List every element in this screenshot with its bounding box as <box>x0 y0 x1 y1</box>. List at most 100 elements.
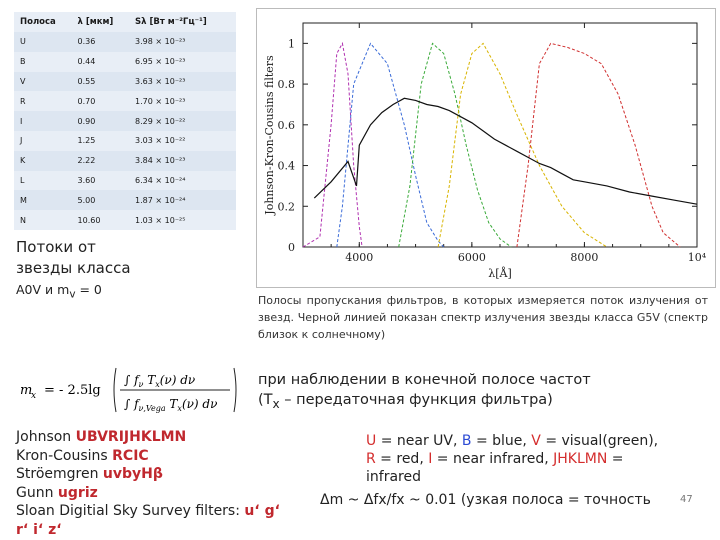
table-row: I 0.90 8.29 × 10⁻²² <box>14 111 236 131</box>
cell-band: N <box>20 215 26 225</box>
system-label: Gunn <box>16 484 58 501</box>
cell-flux: 3.63 × 10⁻²³ <box>129 71 236 92</box>
table-row: B 0.44 6.95 × 10⁻²³ <box>14 52 236 72</box>
magnitude-formula: m x = - 2.5lg ∫ fν Tx(ν) dν ∫ fν,Vega Tx… <box>20 362 242 418</box>
y-tick-label: 1 <box>288 37 295 50</box>
cell-flux: 1.03 × 10⁻²⁵ <box>135 215 186 225</box>
x-tick-label: 10⁴ <box>688 251 707 264</box>
system-row-stroemgren: Ströemgren uvbyHβ <box>16 465 280 484</box>
formula-numerator: ∫ fν Tx(ν) dν <box>124 373 195 389</box>
cell-flux: 6.95 × 10⁻²³ <box>135 57 186 67</box>
table-row: V 0.55 3.63 × 10⁻²³ <box>14 71 236 92</box>
formula-m: m <box>20 383 32 398</box>
cell-wavelength: 3.60 <box>77 175 96 185</box>
caption-line-3: A0V и mv = 0 <box>16 279 131 306</box>
table-body: U 0.36 3.98 × 10⁻²³ B 0.44 6.95 × 10⁻²³ V 0.55 3… <box>14 32 236 230</box>
cell-wavelength: 2.22 <box>71 150 130 171</box>
x-tick-label: 4000 <box>345 251 373 264</box>
header-wavelength: λ [мкм] <box>77 17 114 27</box>
system-row-sloan: Sloan Digitial Sky Survey filters: u‘ g‘ <box>16 502 280 521</box>
table-row: N 10.60 1.03 × 10⁻²⁵ <box>14 210 236 230</box>
cell-flux: 3.84 × 10⁻²³ <box>129 150 236 171</box>
observation-line-2: (Tx – передаточная функция фильтра) <box>258 390 708 414</box>
header-band: Полоса <box>20 17 56 27</box>
cell-band: M <box>14 190 72 211</box>
formula-den-rest: (ν) dν <box>182 397 217 411</box>
caption-line-3-text: A0V и m <box>16 282 70 297</box>
band-legend: U = near UV, B = blue, V = visual(green)… <box>366 432 666 486</box>
table-row: J 1.25 3.03 × 10⁻²² <box>14 131 236 151</box>
legend-r: R <box>366 451 376 467</box>
y-tick-label: 0.4 <box>278 160 296 173</box>
table-row: L 3.60 6.34 × 10⁻²⁴ <box>14 171 236 191</box>
y-tick-label: 0.2 <box>278 200 296 213</box>
formula-den-tx-sub: x <box>177 404 182 413</box>
series-line <box>313 97 698 205</box>
legend-i: I <box>428 451 433 467</box>
cell-band: K <box>14 150 72 171</box>
x-axis-label: λ[Å] <box>488 266 512 280</box>
series-line <box>437 42 608 248</box>
cell-wavelength: 0.55 <box>71 71 130 92</box>
cell-flux: 8.29 × 10⁻²² <box>129 111 236 131</box>
cell-wavelength: 10.60 <box>77 215 101 225</box>
formula-den-fv: ∫ f <box>124 397 141 411</box>
cell-band: L <box>20 175 25 185</box>
legend-u-text: = near UV, <box>376 433 462 449</box>
plot-frame <box>302 22 698 248</box>
page-number: 47 <box>680 494 693 505</box>
table-caption: Потоки от звезды класса A0V и mv = 0 <box>16 237 131 306</box>
series-line <box>398 42 512 248</box>
cell-band: I <box>14 111 72 131</box>
cell-wavelength: 1.25 <box>77 136 96 146</box>
formula-denominator: ∫ fν,Vega Tx(ν) dν <box>124 397 217 413</box>
series-line <box>336 42 445 248</box>
formula-num-rest: (ν) dν <box>160 373 195 387</box>
precision-note: Δm ~ Δfx/fx ~ 0.01 (узкая полоса = точно… <box>320 492 651 508</box>
cell-flux: 1.87 × 10⁻²⁴ <box>129 190 236 211</box>
system-row-sloan-cont: r‘ i‘ z‘ <box>16 521 280 540</box>
system-value: UBVRIJHKLMN <box>75 429 187 445</box>
cell-flux: 3.03 × 10⁻²² <box>135 136 186 146</box>
cell-wavelength: 0.36 <box>71 32 130 52</box>
observation-line-1: при наблюдении в конечной полосе частот <box>258 372 591 388</box>
header-flux: Sλ [Вт м⁻²Гц⁻¹] <box>135 17 207 27</box>
table-row: K 2.22 3.84 × 10⁻²³ <box>14 150 236 171</box>
legend-b-text: = blue, <box>471 433 532 449</box>
series-line <box>516 42 681 248</box>
legend-jhk-text: = infrared <box>366 451 624 485</box>
system-row-kron: Kron-Cousins RCIC <box>16 447 280 466</box>
x-tick-label: 8000 <box>570 251 598 264</box>
formula-num-sub: ν <box>139 380 144 389</box>
legend-v-text: = visual(green), <box>540 433 659 449</box>
caption-line-2: звезды класса <box>16 259 131 277</box>
cell-wavelength: 0.70 <box>77 96 96 106</box>
formula-svg: m x = - 2.5lg ∫ fν Tx(ν) dν ∫ fν,Vega Tx… <box>20 367 237 413</box>
cell-wavelength: 5.00 <box>71 190 130 211</box>
system-label: Sloan Digitial Sky Survey filters: <box>16 503 245 519</box>
cell-band: U <box>14 32 72 52</box>
legend-i-text: = near infrared, <box>432 451 554 467</box>
formula-left-paren <box>113 367 117 413</box>
y-tick-label: 0.6 <box>278 119 296 132</box>
y-axis-label: Johnson-Kron-Cousins filters <box>263 55 276 216</box>
formula-num-fv: ∫ f <box>124 373 141 387</box>
y-tick-label: 0.8 <box>278 78 296 91</box>
filter-chart-svg: 0 0.2 0.4 0.6 0.8 1 4000 6000 8000 10⁴ λ[Å] Johnson… <box>263 22 707 280</box>
filter-chart: 0 0.2 0.4 0.6 0.8 1 4000 6000 8000 10⁴ λ[Å] Johnson… <box>256 8 716 288</box>
legend-v: V <box>531 433 541 449</box>
legend-jhk: JHKLMN <box>553 451 608 467</box>
system-label: Kron-Cousins <box>16 447 113 464</box>
formula-right-paren <box>233 367 237 413</box>
system-label: Johnson <box>16 429 76 445</box>
cell-band: J <box>20 136 23 146</box>
table-row: U 0.36 3.98 × 10⁻²³ <box>14 32 236 52</box>
system-row-gunn: Gunn ugriz <box>16 484 280 503</box>
cell-band: R <box>20 96 26 106</box>
observation-text: при наблюдении в конечной полосе частот … <box>258 370 708 414</box>
formula-num-tx: T <box>143 373 156 387</box>
y-tick-label: 0 <box>288 241 295 254</box>
system-value: ugriz <box>57 484 98 501</box>
cell-flux: 3.98 × 10⁻²³ <box>129 32 236 52</box>
observation-line-2-text: (T <box>258 392 273 408</box>
